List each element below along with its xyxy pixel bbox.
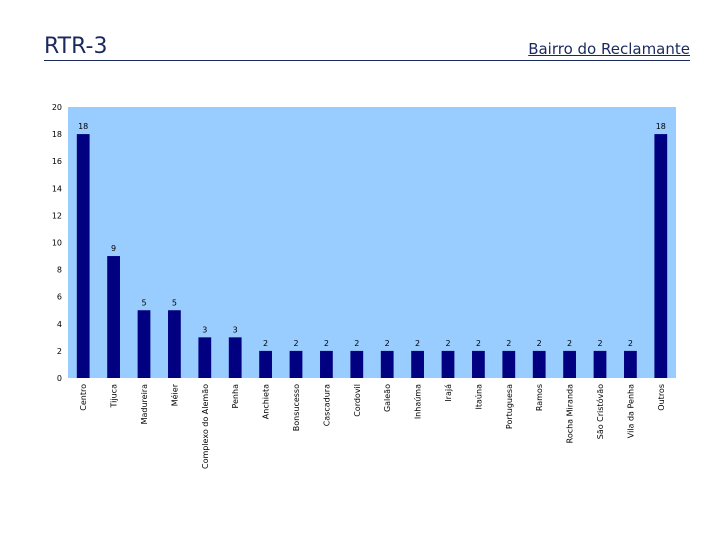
bar-value-label: 5 [141,298,146,307]
y-tick-label: 14 [52,184,62,193]
header-divider [44,60,690,61]
bar-value-label: 3 [233,325,238,334]
bar-value-label: 2 [354,339,359,348]
bar [228,337,242,378]
x-category-label: Portuguesa [505,384,514,429]
x-category-label: Bonsucesso [292,384,301,431]
x-category-label: Vila da Penha [626,384,635,438]
bar [289,350,303,378]
x-category-label: Tijuca [110,384,119,409]
x-category-label: Complexo do Alemão [201,384,210,469]
y-tick-label: 4 [57,320,62,329]
x-category-label: Anchieta [262,384,271,419]
y-tick-label: 16 [52,157,62,166]
bar [472,350,485,378]
bar-value-label: 5 [172,298,177,307]
y-tick-label: 20 [52,103,62,112]
x-category-label: Centro [79,384,88,411]
bar-value-label: 2 [293,339,298,348]
y-tick-label: 0 [57,374,62,383]
bar-value-label: 2 [537,339,542,348]
bar-value-label: 2 [628,339,633,348]
bar-value-label: 2 [415,339,420,348]
bar [593,350,607,378]
bar [350,350,364,378]
slide-title: RTR-3 [44,34,108,59]
bar [198,337,212,378]
x-category-label: Irajá [444,384,453,402]
bar-value-label: 3 [202,325,207,334]
x-category-label: Rocha Miranda [566,384,575,443]
x-category-label: Outros [657,384,666,411]
y-tick-label: 2 [57,347,62,356]
bar [76,134,90,378]
x-category-label: Ramos [535,384,544,411]
bar [532,350,546,378]
bar-value-label: 2 [506,339,511,348]
bar-value-label: 2 [385,339,390,348]
y-tick-label: 12 [52,211,62,220]
y-tick-label: 8 [57,266,62,275]
bar [411,350,424,378]
x-category-label: Galeão [383,384,392,412]
data-labels: 18 9 5 5 3 3 2 2 2 2 2 2 2 2 2 2 2 2 2 18 [78,122,666,348]
x-category-label: Madureira [140,384,149,425]
bar-value-label: 9 [111,244,116,253]
bar-value-label: 2 [597,339,602,348]
bar [380,350,394,378]
bars [76,134,668,378]
y-tick-label: 10 [52,239,62,248]
bar-value-label: 18 [656,122,666,131]
plot-area [68,107,676,378]
bar-value-label: 2 [445,339,450,348]
bar [563,350,576,378]
y-tick-label: 18 [52,130,62,139]
x-category-label: Penha [231,384,240,409]
x-category-label: Inhaúma [414,384,423,419]
bar [107,256,120,378]
bar [320,350,333,378]
x-category-label: São Cristóvão [595,384,605,439]
bar-value-label: 2 [476,339,481,348]
bar [502,350,516,378]
bar [654,134,668,378]
bar [137,310,151,378]
bar-value-label: 2 [324,339,329,348]
x-category-label: Itaúna [474,384,483,410]
bar [259,350,272,378]
x-category-label: Cascadura [322,384,331,426]
bar [441,350,455,378]
x-category-label: Méier [169,383,179,406]
y-tick-label: 6 [57,293,62,302]
x-category-label: Cordovil [353,384,362,417]
slide-subtitle: Bairro do Reclamante [528,40,690,58]
x-axis: Centro Tijuca Madureira Méier Complexo do Al… [79,383,666,469]
bar-value-label: 2 [567,339,572,348]
bar [624,350,637,378]
y-axis: 0 2 4 6 8 10 12 14 16 18 20 [52,103,62,383]
bar-value-label: 18 [78,122,88,131]
bar [168,310,181,378]
bar-value-label: 2 [263,339,268,348]
